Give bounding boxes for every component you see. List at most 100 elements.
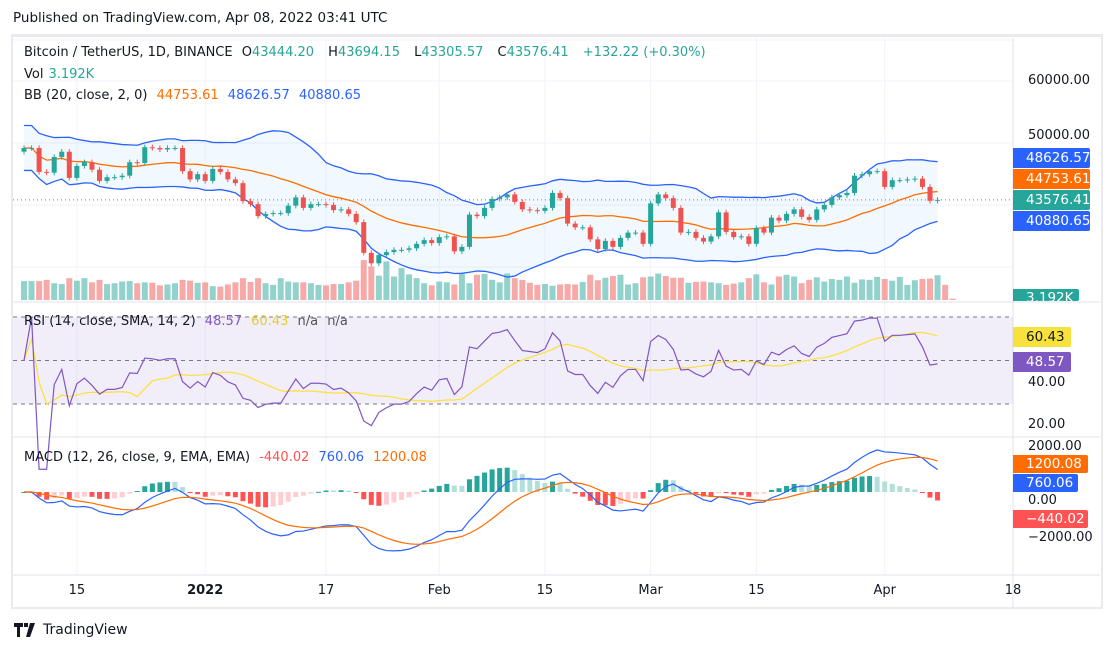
volume-bar [911, 280, 918, 300]
macd-histogram-bar [444, 483, 450, 492]
candle-body [640, 232, 646, 244]
volume-bar [617, 274, 624, 300]
volume-bar [677, 277, 684, 300]
tradingview-logo[interactable]: TradingView [14, 622, 128, 638]
volume-bar [368, 266, 375, 300]
volume-bar [451, 284, 458, 300]
candle-body [240, 183, 246, 202]
macd-histogram-bar [859, 476, 865, 492]
volume-bar [828, 279, 835, 300]
volume-bar [149, 282, 156, 300]
candle-body [399, 249, 404, 251]
volume-bar [292, 282, 299, 300]
candle-body [874, 171, 880, 173]
macd-histogram-bar [97, 492, 102, 499]
volume-bar [88, 282, 95, 300]
candle-body [406, 248, 412, 250]
candle-body [195, 174, 201, 180]
volume-bar [572, 284, 579, 300]
volume-bar [806, 279, 813, 300]
macd-histogram-bar [829, 482, 835, 492]
candle-body [482, 207, 488, 217]
macd-histogram-bar [399, 492, 404, 500]
macd-signal-value: 1200.08 [373, 450, 427, 465]
macd-histogram-bar [663, 479, 669, 492]
volume-bar [156, 285, 163, 300]
candle-body [134, 162, 140, 164]
volume-bar [398, 268, 405, 300]
macd-histogram-bar [746, 492, 752, 497]
macd-histogram-bar [716, 492, 722, 493]
macd-histogram-bar [89, 492, 95, 497]
volume-bar [413, 278, 420, 300]
macd-histogram-bar [625, 492, 631, 501]
bb-legend[interactable]: BB (20, close, 2, 0) 44753.61 48626.57 4… [24, 88, 366, 103]
macd-histogram-bar [882, 481, 888, 492]
volume-bar [307, 283, 314, 300]
volume-bar [783, 274, 790, 300]
candle-body [44, 171, 50, 173]
candle-body [164, 147, 170, 150]
volume-bar [745, 278, 752, 300]
volume-bar [458, 273, 465, 300]
volume-legend[interactable]: Vol 3.192K [24, 67, 99, 82]
candle-body [927, 186, 933, 201]
candle-body [935, 199, 941, 201]
volume-bar [904, 284, 911, 300]
volume-bar [640, 277, 647, 300]
volume-bar [730, 283, 737, 300]
candle-body [587, 227, 593, 240]
volume-bar [323, 285, 329, 300]
rsi-legend[interactable]: RSI (14, close, SMA, 14, 2) 48.57 60.43 … [24, 314, 353, 329]
volume-bar [534, 284, 541, 300]
macd-histogram-bar [104, 492, 110, 499]
rsi-badge: 48.57 [1013, 352, 1071, 372]
macd-value: 760.06 [318, 450, 365, 465]
bb-basis-badge: 44753.61 [1013, 169, 1091, 189]
symbol-legend: Bitcoin / TetherUS, 1D, BINANCE O43444.2… [24, 45, 711, 60]
macd-hist-value: -440.02 [259, 450, 310, 465]
volume-bar [934, 275, 941, 300]
candle-body [633, 232, 639, 234]
candle-body [255, 204, 261, 217]
macd-histogram-bar [164, 481, 170, 492]
macd-histogram-bar [497, 468, 503, 492]
candle-body [625, 232, 631, 238]
volume-bar [776, 276, 782, 300]
candle-body [859, 174, 865, 176]
volume-bar [232, 282, 239, 300]
candle-body [814, 209, 820, 220]
candle-body [723, 212, 729, 232]
macd-legend[interactable]: MACD (12, 26, close, 9, EMA, EMA) -440.0… [24, 450, 432, 465]
volume-bar [338, 284, 345, 300]
macd-tick: −2000.00 [1028, 530, 1093, 545]
volume-bar [602, 277, 609, 300]
candle-body [142, 147, 148, 163]
volume-bar [111, 283, 118, 300]
candle-body [51, 156, 57, 173]
macd-histogram-bar [195, 492, 201, 495]
candle-body [708, 236, 714, 242]
bb-upper-line [24, 124, 938, 206]
symbol-name[interactable]: Bitcoin / TetherUS, 1D, BINANCE [24, 45, 233, 60]
price-tick: 50000.00 [1028, 128, 1091, 143]
high-label: H [328, 45, 338, 60]
time-tick: 15 [748, 583, 765, 598]
volume-bar [164, 284, 171, 300]
candle-body [867, 171, 873, 175]
macd-histogram-bar [761, 492, 767, 494]
volume-bar [647, 276, 654, 300]
volume-bar [315, 284, 322, 300]
volume-bar [43, 279, 50, 300]
time-tick: 15 [68, 583, 86, 598]
volume-bar [715, 283, 722, 300]
macd-histogram-bar [799, 484, 805, 492]
candle-body [610, 240, 616, 247]
candle-body [368, 252, 374, 264]
candle-body [617, 237, 623, 247]
macd-histogram-bar [270, 492, 276, 507]
candle-body [693, 231, 699, 238]
macd-histogram-bar [59, 492, 65, 496]
volume-bar [859, 279, 866, 300]
